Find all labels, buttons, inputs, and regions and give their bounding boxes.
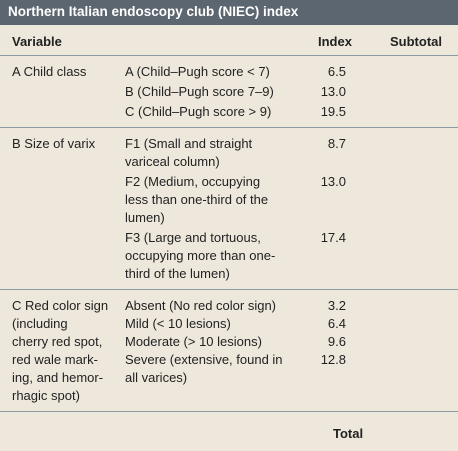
title: Northern Italian endoscopy club (NIEC) i… xyxy=(8,4,299,19)
index-value: 17.4 xyxy=(320,230,346,245)
variable-label: cherry red spot, xyxy=(12,334,103,349)
item-label: variceal column) xyxy=(125,154,220,169)
index-value: 3.2 xyxy=(327,298,346,313)
item-label: occupying more than one- xyxy=(125,248,276,263)
item-label: third of the lumen) xyxy=(125,266,230,281)
index-value: 13.0 xyxy=(320,174,346,189)
variable-label: B Size of varix xyxy=(12,136,96,151)
index-value: 8.7 xyxy=(327,136,346,151)
item-label: F1 (Small and straight xyxy=(125,136,253,151)
rule xyxy=(0,127,458,128)
rule xyxy=(0,55,458,56)
index-value: 6.4 xyxy=(327,316,346,331)
item-label: Severe (extensive, found in xyxy=(125,352,283,367)
variable-label: A Child class xyxy=(12,64,87,79)
column-header: Variable xyxy=(12,34,62,49)
column-header: Subtotal xyxy=(390,34,442,49)
item-label: all varices) xyxy=(125,370,188,385)
index-value: 6.5 xyxy=(327,64,346,79)
item-label: lumen) xyxy=(125,210,165,225)
item-label: F2 (Medium, occupying xyxy=(125,174,261,189)
item-label: Mild (< 10 lesions) xyxy=(125,316,231,331)
variable-label: (including xyxy=(12,316,68,331)
rule xyxy=(0,411,458,412)
total-label: Total xyxy=(333,426,364,441)
index-value: 13.0 xyxy=(320,84,346,99)
item-label: B (Child–Pugh score 7–9) xyxy=(125,84,274,99)
index-value: 19.5 xyxy=(320,104,346,119)
rule xyxy=(0,289,458,290)
index-value: 9.6 xyxy=(327,334,346,349)
item-label: C (Child–Pugh score > 9) xyxy=(125,104,272,119)
variable-label: C Red color sign xyxy=(12,298,109,313)
index-value: 12.8 xyxy=(320,352,346,367)
header-bar: Northern Italian endoscopy club (NIEC) i… xyxy=(0,0,458,25)
item-label: Moderate (> 10 lesions) xyxy=(125,334,262,349)
variable-label: rhagic spot) xyxy=(12,388,80,403)
item-label: Absent (No red color sign) xyxy=(125,298,277,313)
variable-label: ing, and hemor- xyxy=(12,370,104,385)
variable-label: red wale mark- xyxy=(12,352,98,367)
item-label: F3 (Large and tortuous, xyxy=(125,230,261,245)
item-label: A (Child–Pugh score < 7) xyxy=(125,64,270,79)
item-label: less than one-third of the xyxy=(125,192,269,207)
column-header: Index xyxy=(318,34,352,49)
